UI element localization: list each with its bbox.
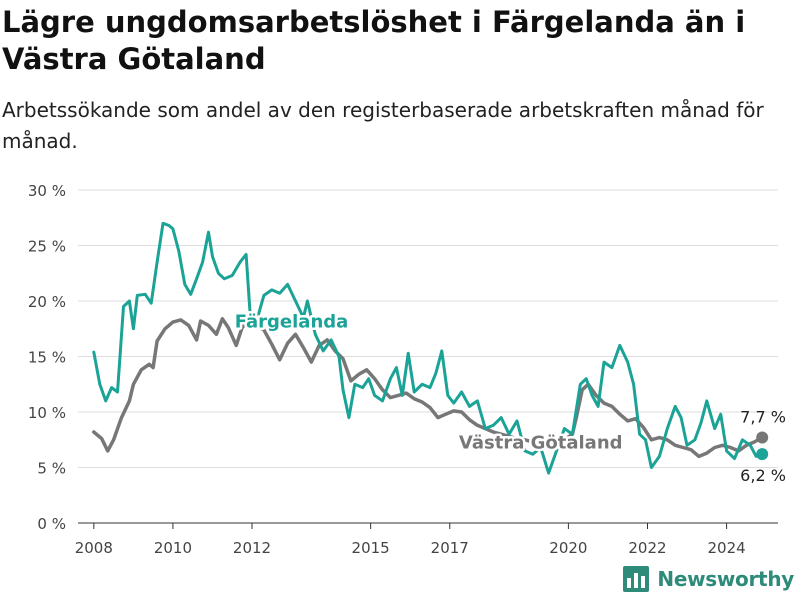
x-axis: 2008 2010 2012 2015 2017 2020 2022 2024 [75,522,778,557]
series-name-label: Västra Götaland [459,433,623,454]
y-tick-label: 15 % [28,349,66,367]
series-name-halo: Västra Götaland [459,433,623,454]
gridlines [78,189,778,524]
x-tick-label: 2017 [431,539,469,557]
chart-subtitle: Arbetssökande som andel av den registerb… [2,98,764,153]
y-tick-label: 10 % [28,404,66,422]
y-tick-label: 25 % [28,238,66,256]
series-end-label: 6,2 % [740,466,786,485]
x-tick-label: 2012 [233,539,271,557]
y-tick-label: 5 % [37,460,66,478]
y-tick-label: 0 % [37,515,66,533]
series-end-point [756,431,769,444]
x-tick-label: 2020 [549,539,587,557]
x-tick-label: 2022 [628,539,666,557]
x-tick-label: 2010 [154,539,192,557]
x-tick-label: 2008 [75,539,113,557]
series-name-halo: Färgelanda [235,312,349,333]
series-line [92,221,764,475]
x-tick-label: 2024 [707,539,745,557]
x-tick-label: 2015 [352,539,390,557]
series-lines [92,221,769,475]
series-name-label: Färgelanda [235,312,349,333]
y-tick-label: 20 % [28,293,66,311]
series-end-label: 7,7 % [740,408,786,427]
y-axis: 0 % 5 % 10 % 15 % 20 % 25 % 30 % [28,182,66,533]
y-tick-label: 30 % [28,182,66,200]
series-line [92,317,764,459]
series-end-point [756,448,769,461]
bar-chart-logo-icon [623,566,650,592]
newsworthy-brand: Newsworthy [623,566,794,592]
chart-title: Lägre ungdomsarbetslöshet i Färgelanda ä… [2,5,746,76]
brand-name: Newsworthy [657,567,794,591]
